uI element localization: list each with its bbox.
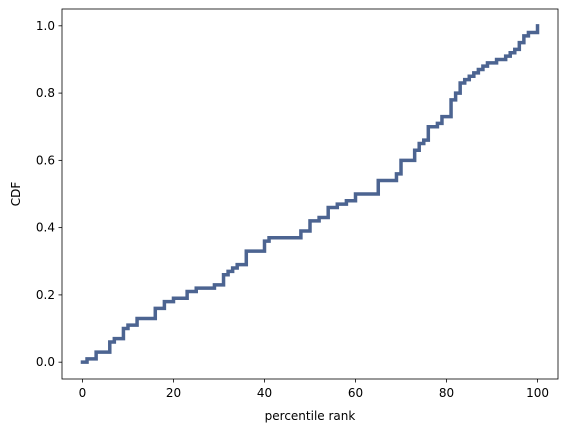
y-tick-label: 1.0 <box>36 19 55 33</box>
y-tick-label: 0.2 <box>36 288 55 302</box>
y-axis: 0.0 0.2 0.4 0.6 0.8 1.0 <box>36 19 62 369</box>
x-tick-label: 100 <box>526 386 549 400</box>
x-axis: 0 20 40 60 80 100 <box>79 379 549 400</box>
x-tick-label: 40 <box>257 386 272 400</box>
cdf-series-line-0 <box>80 24 540 364</box>
x-tick-label: 0 <box>79 386 87 400</box>
series-layer <box>80 24 540 364</box>
x-axis-title: percentile rank <box>265 409 356 423</box>
plot-frame <box>61 8 559 380</box>
y-tick-label: 0.4 <box>36 221 55 235</box>
x-tick-label: 20 <box>166 386 181 400</box>
y-tick-label: 0.6 <box>36 153 55 167</box>
x-tick-label: 80 <box>439 386 454 400</box>
y-tick-label: 0.0 <box>36 355 55 369</box>
y-axis-title: CDF <box>9 182 23 207</box>
x-tick-label: 60 <box>348 386 363 400</box>
y-tick-label: 0.8 <box>36 86 55 100</box>
